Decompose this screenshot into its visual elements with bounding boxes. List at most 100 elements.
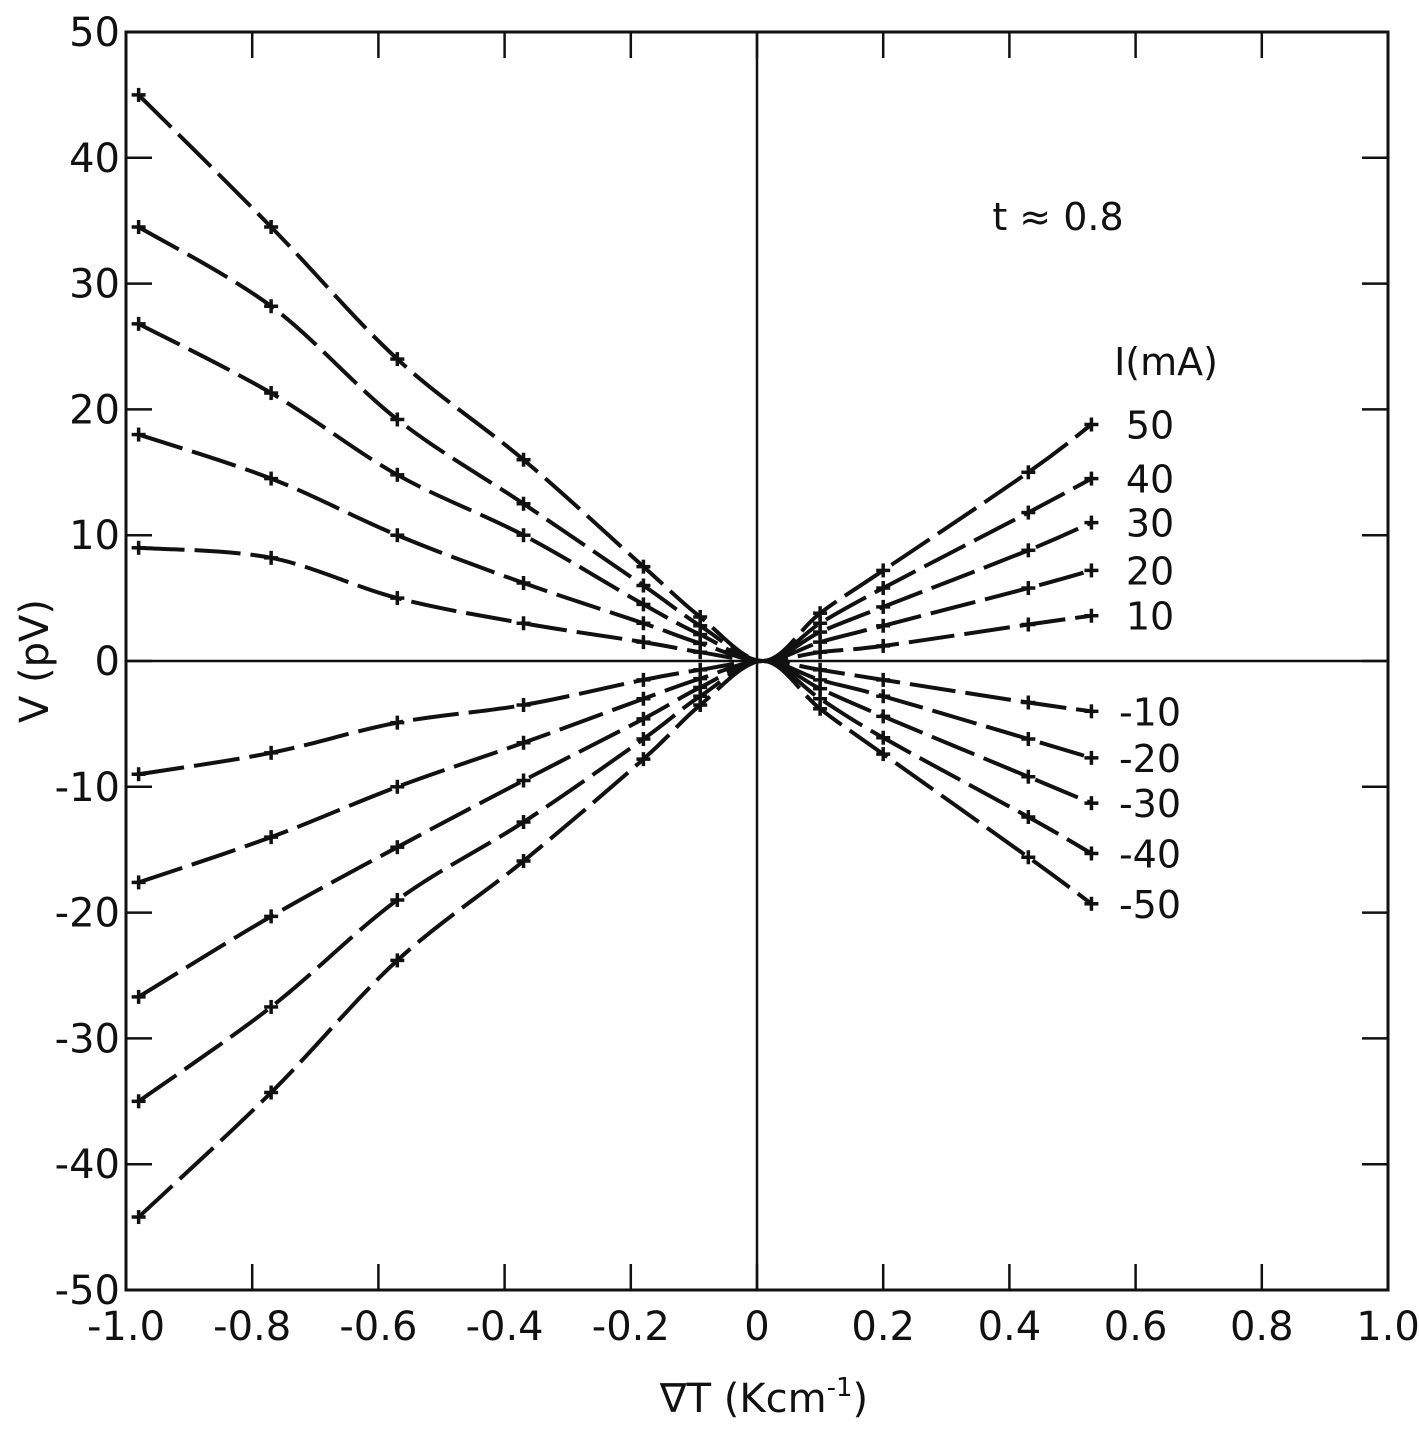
data-point-marker <box>636 635 651 650</box>
data-point-marker <box>516 698 531 713</box>
data-point-marker <box>1084 846 1099 861</box>
series-line <box>137 658 1093 999</box>
series-30 <box>131 316 1099 664</box>
x-tick-label: 0.8 <box>1230 1304 1294 1350</box>
series--30 <box>131 658 1099 1004</box>
series-line <box>137 658 1093 885</box>
data-point-marker <box>636 731 651 746</box>
series--40 <box>131 658 1099 1109</box>
series-line <box>137 432 1092 664</box>
legend-label: 50 <box>1126 403 1174 447</box>
data-point-marker <box>636 559 651 574</box>
data-point-marker <box>131 989 146 1004</box>
y-tick-label: -50 <box>55 1268 120 1314</box>
data-point-marker <box>1021 505 1036 520</box>
data-point-marker <box>264 909 279 924</box>
data-point-marker <box>390 528 405 543</box>
data-point-marker <box>516 576 531 591</box>
data-point-marker <box>516 773 531 788</box>
data-point-marker <box>516 815 531 830</box>
data-point-marker <box>131 219 146 234</box>
legend-label: -20 <box>1119 737 1181 781</box>
data-point-marker <box>131 1210 146 1225</box>
series--10 <box>131 658 1099 782</box>
data-point-marker <box>636 597 651 612</box>
y-tick-label: -30 <box>55 1016 120 1062</box>
data-point-marker <box>813 701 828 716</box>
x-tick-label: 0.4 <box>978 1304 1042 1350</box>
data-point-marker <box>131 1094 146 1109</box>
series-layer <box>131 87 1099 1225</box>
data-point-marker <box>1084 896 1099 911</box>
data-point-marker <box>390 953 405 968</box>
data-point-marker <box>1084 417 1099 432</box>
data-point-marker <box>1021 695 1036 710</box>
legend-label: 10 <box>1126 595 1174 639</box>
y-axis-title: V (pV) <box>12 599 58 723</box>
data-point-marker <box>1021 465 1036 480</box>
data-point-marker <box>264 471 279 486</box>
data-point-marker <box>131 316 146 331</box>
data-point-marker <box>1084 750 1099 765</box>
data-point-marker <box>264 386 279 401</box>
y-tick-label: 10 <box>69 513 120 559</box>
data-point-marker <box>264 745 279 760</box>
data-point-marker <box>636 616 651 631</box>
series-10 <box>131 540 1099 664</box>
data-point-marker <box>390 893 405 908</box>
data-point-marker <box>693 645 708 660</box>
x-tick-label: 0.6 <box>1104 1304 1168 1350</box>
data-point-marker <box>1021 581 1036 596</box>
x-tick-label: -0.8 <box>213 1304 291 1350</box>
data-point-marker <box>264 1085 279 1100</box>
series--20 <box>131 658 1099 890</box>
series-20 <box>131 427 1099 664</box>
data-point-marker <box>390 467 405 482</box>
x-tick-label: -0.2 <box>592 1304 670 1350</box>
x-tick-label: -0.4 <box>466 1304 544 1350</box>
series-line <box>137 93 1093 664</box>
data-point-marker <box>131 540 146 555</box>
x-tick-label: 0 <box>744 1304 769 1350</box>
y-tick-label: 0 <box>95 639 120 685</box>
data-point-marker <box>876 730 891 745</box>
legend-title: I(mA) <box>1114 340 1218 384</box>
data-point-marker <box>813 645 828 660</box>
data-point-marker <box>264 299 279 314</box>
data-point-marker <box>390 352 405 367</box>
x-tick-label: 1.0 <box>1356 1304 1419 1350</box>
temperature-annotation: t ≈ 0.8 <box>992 195 1123 239</box>
data-point-marker <box>264 830 279 845</box>
data-point-marker <box>876 618 891 633</box>
data-point-marker <box>516 496 531 511</box>
data-point-marker <box>1084 563 1099 578</box>
data-point-marker <box>876 747 891 762</box>
data-point-marker <box>131 427 146 442</box>
data-point-marker <box>876 672 891 687</box>
data-point-marker <box>876 563 891 578</box>
data-point-marker <box>1021 617 1036 632</box>
legend-label: -40 <box>1119 832 1181 876</box>
x-tick-label: 0.2 <box>851 1304 915 1350</box>
data-point-marker <box>264 550 279 565</box>
series-40 <box>131 219 1099 664</box>
data-point-marker <box>516 528 531 543</box>
data-point-marker <box>1084 515 1099 530</box>
data-point-marker <box>264 999 279 1014</box>
y-tick-label: 40 <box>69 136 120 182</box>
x-tick-label: -0.6 <box>339 1304 417 1350</box>
data-point-marker <box>1084 608 1099 623</box>
series-line <box>137 225 1093 664</box>
legend-label: -10 <box>1119 690 1181 734</box>
data-point-marker <box>876 638 891 653</box>
data-point-marker <box>390 591 405 606</box>
data-point-marker <box>1021 769 1036 784</box>
data-point-marker <box>1084 796 1099 811</box>
x-axis-ticks: -1.0 -0.8 -0.6 -0.4 -0.2 0 0.2 0.4 0.6 0.8 1.0 <box>87 32 1419 1350</box>
data-point-marker <box>516 735 531 750</box>
series--50 <box>131 658 1099 1225</box>
y-tick-label: -10 <box>55 765 120 811</box>
series-line <box>137 658 1093 1103</box>
